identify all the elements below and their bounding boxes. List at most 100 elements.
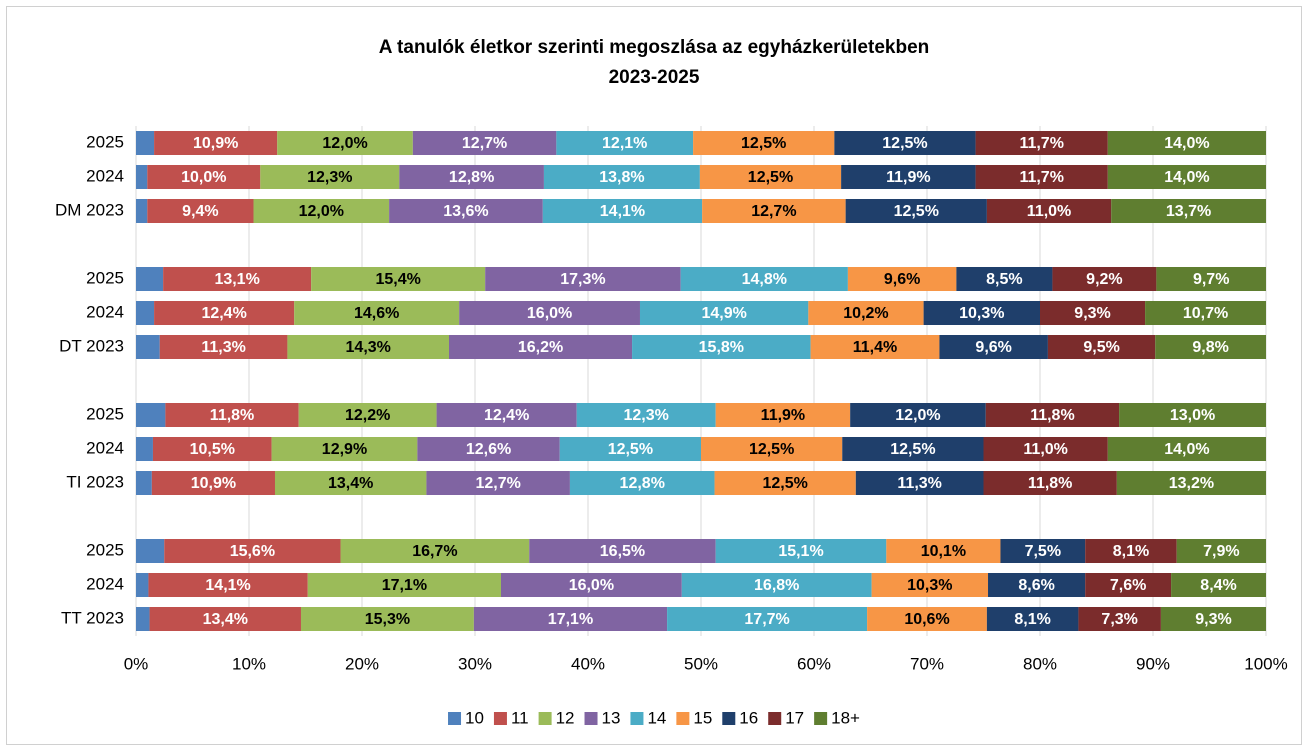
data-label: 10,9% bbox=[191, 475, 236, 492]
y-tick-label: 2024 bbox=[86, 302, 124, 321]
bar-segment bbox=[1052, 267, 1157, 291]
data-label: 11,8% bbox=[1028, 475, 1072, 492]
bar-segment bbox=[163, 267, 312, 291]
bar-segment bbox=[855, 471, 984, 495]
y-tick-label: DM 2023 bbox=[55, 200, 124, 219]
bar-segment bbox=[136, 437, 153, 461]
legend-label: 10 bbox=[465, 708, 484, 727]
data-label: 14,3% bbox=[346, 339, 391, 356]
bar-segment bbox=[1156, 267, 1266, 291]
x-tick-label: 80% bbox=[1023, 654, 1057, 673]
bar-segment bbox=[699, 165, 842, 189]
bar-segment bbox=[1107, 165, 1266, 189]
x-tick-label: 40% bbox=[571, 654, 605, 673]
data-label: 13,0% bbox=[1170, 407, 1215, 424]
legend-swatch bbox=[676, 712, 690, 725]
data-label: 9,2% bbox=[1086, 271, 1122, 288]
bar-segment bbox=[702, 199, 846, 223]
data-label: 12,5% bbox=[749, 441, 794, 458]
data-label: 8,6% bbox=[1018, 577, 1054, 594]
bar-segment bbox=[136, 199, 148, 223]
data-label: 8,1% bbox=[1014, 611, 1050, 628]
legend-swatch bbox=[722, 712, 736, 725]
bar-segment bbox=[151, 471, 275, 495]
bar-segment bbox=[559, 437, 701, 461]
data-label: 12,5% bbox=[890, 441, 935, 458]
chart-border bbox=[6, 6, 1302, 745]
bar-segment bbox=[136, 573, 149, 597]
legend-label: 15 bbox=[693, 708, 712, 727]
bar-segment bbox=[148, 573, 308, 597]
bar-segment bbox=[136, 131, 155, 155]
x-tick-label: 30% bbox=[458, 654, 492, 673]
bar-segment bbox=[576, 403, 716, 427]
data-label: 11,3% bbox=[201, 339, 245, 356]
bar-segment bbox=[841, 165, 976, 189]
data-label: 14,1% bbox=[600, 203, 645, 220]
bar-segment bbox=[136, 301, 155, 325]
data-label: 12,5% bbox=[894, 203, 939, 220]
data-label: 11,4% bbox=[853, 339, 897, 356]
data-label: 12,5% bbox=[608, 441, 653, 458]
legend-swatch bbox=[584, 712, 598, 725]
bar-segment bbox=[417, 437, 560, 461]
legend-label: 12 bbox=[556, 708, 575, 727]
bar-segment bbox=[632, 335, 811, 359]
legend-label: 14 bbox=[647, 708, 666, 727]
data-label: 9,7% bbox=[1193, 271, 1229, 288]
legend-swatch bbox=[630, 712, 644, 725]
bar-segment bbox=[1119, 403, 1266, 427]
bar-segment bbox=[1047, 335, 1156, 359]
bar-segment bbox=[939, 335, 1048, 359]
bar-segment bbox=[1107, 131, 1266, 155]
bar-segment bbox=[287, 335, 450, 359]
bar-segment bbox=[529, 539, 716, 563]
bar-segment bbox=[1107, 437, 1266, 461]
bar-segment bbox=[485, 267, 681, 291]
data-label: 11,9% bbox=[761, 407, 805, 424]
bar-segment bbox=[449, 335, 633, 359]
data-label: 10,0% bbox=[181, 169, 226, 186]
bar-segment bbox=[1171, 573, 1266, 597]
bar-segment bbox=[569, 471, 715, 495]
bar-segment bbox=[845, 199, 987, 223]
data-label: 15,1% bbox=[778, 543, 823, 560]
data-label: 14,0% bbox=[1164, 169, 1209, 186]
legend-label: 17 bbox=[785, 708, 804, 727]
data-label: 9,6% bbox=[884, 271, 920, 288]
data-label: 14,9% bbox=[701, 305, 746, 322]
bar-segment bbox=[956, 267, 1053, 291]
data-label: 9,3% bbox=[1195, 611, 1231, 628]
bar-segment bbox=[399, 165, 544, 189]
data-label: 10,7% bbox=[1183, 305, 1228, 322]
x-tick-label: 60% bbox=[797, 654, 831, 673]
y-tick-label: 2025 bbox=[86, 268, 124, 287]
data-label: 12,9% bbox=[322, 441, 367, 458]
bar-segment bbox=[311, 267, 486, 291]
bar-segment bbox=[389, 199, 543, 223]
data-label: 10,2% bbox=[843, 305, 888, 322]
bar-segment bbox=[136, 267, 164, 291]
data-label: 12,8% bbox=[449, 169, 494, 186]
bar-segment bbox=[473, 607, 668, 631]
legend-swatch bbox=[538, 712, 552, 725]
data-label: 16,7% bbox=[412, 543, 457, 560]
data-label: 16,2% bbox=[518, 339, 563, 356]
data-label: 8,5% bbox=[986, 271, 1022, 288]
bar-segment bbox=[277, 131, 413, 155]
bar-segment bbox=[500, 573, 682, 597]
data-label: 12,6% bbox=[466, 441, 511, 458]
bar-segment bbox=[975, 131, 1108, 155]
data-label: 13,7% bbox=[1166, 203, 1211, 220]
legend-swatch bbox=[448, 712, 462, 725]
bar-segment bbox=[149, 607, 301, 631]
y-tick-label: DT 2023 bbox=[59, 336, 124, 355]
data-label: 7,6% bbox=[1110, 577, 1146, 594]
data-label: 12,3% bbox=[307, 169, 352, 186]
bar-segment bbox=[260, 165, 400, 189]
data-label: 12,7% bbox=[475, 475, 520, 492]
data-label: 7,3% bbox=[1101, 611, 1137, 628]
bar-segment bbox=[1116, 471, 1266, 495]
bar-segment bbox=[300, 607, 474, 631]
